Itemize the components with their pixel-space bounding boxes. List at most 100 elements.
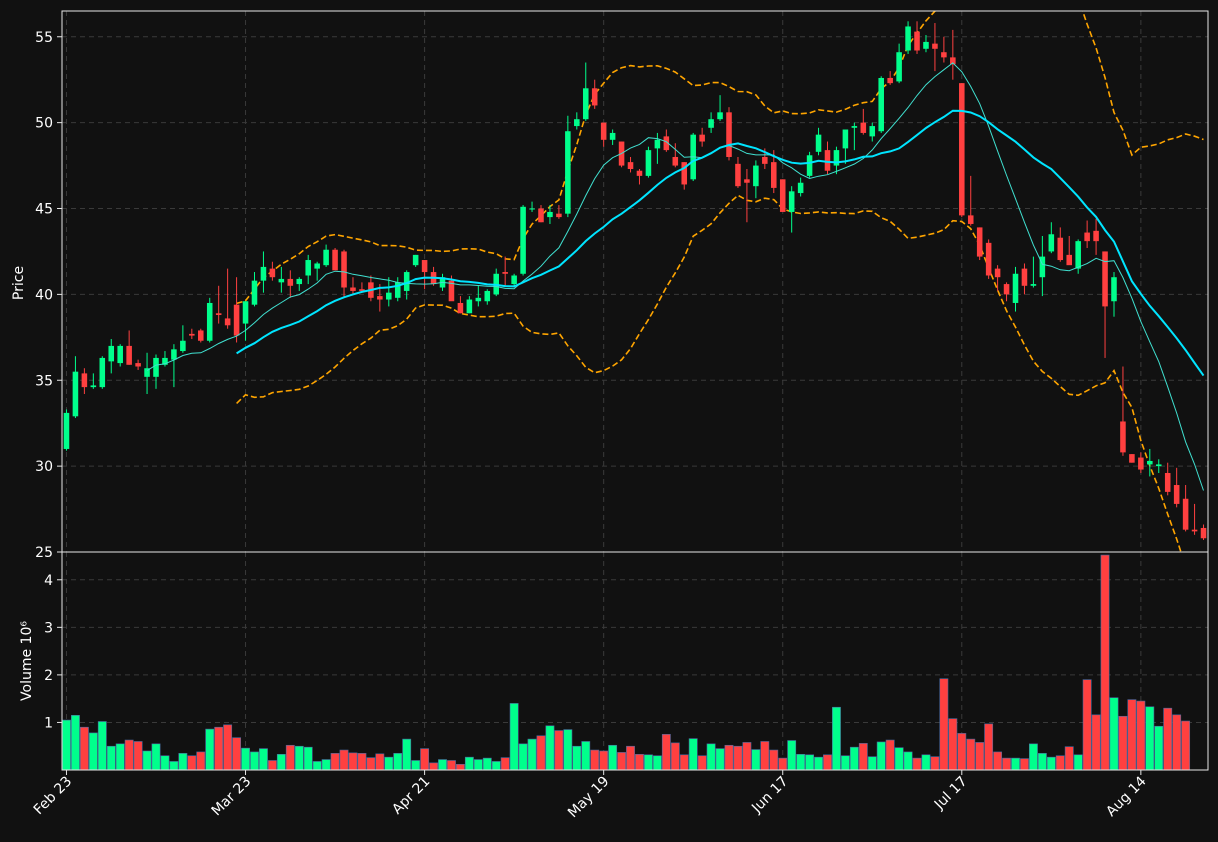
volume-bar [572,745,582,771]
volume-bar [617,752,626,771]
volume-bar [294,745,304,771]
volume-bar [1055,755,1065,771]
volume-bar [1020,758,1029,771]
volume-bar [894,747,904,771]
candlesticks [63,21,1207,540]
volume-bar [661,734,671,771]
volume-bar [975,742,985,771]
volume-bar [724,744,734,771]
candle-body [1129,454,1135,463]
candle-body [1164,472,1171,492]
volume-bar [223,724,233,771]
price-y-tick-label: 40 [35,287,53,303]
volume-bar [285,744,295,771]
volume-bar [411,760,421,771]
price-panel: 25 30 35 40 45 50 55 Price [11,10,1209,561]
volume-bar [679,754,689,771]
candle-body [735,163,741,187]
volume-grid [62,552,1208,770]
candle-body [1147,460,1153,465]
candle-body [574,119,580,127]
candle-body [806,155,813,176]
volume-bar [214,726,224,771]
volume-bar [1011,757,1020,771]
volume-y-tick-label: 3 [44,620,53,636]
candle-body [520,206,526,274]
volume-bar [527,738,537,771]
volume-bar [402,738,412,771]
volume-bar [429,762,438,771]
candle-body [994,268,1001,278]
candle-body [645,150,652,176]
volume-bar [778,757,788,771]
candle-body [556,213,562,218]
candle-body [1075,241,1081,269]
volume-bar [205,728,215,771]
price-y-tick-label: 25 [35,545,53,561]
candle-body [81,373,88,388]
volume-bar [366,757,376,771]
volume-bar [518,743,528,771]
volume-bar [357,753,367,771]
candle-body [421,260,428,273]
candle-body [484,290,491,302]
volume-bar [912,757,922,771]
price-y-tick-label: 30 [35,459,53,475]
candle-body [171,349,177,360]
candle-body [412,254,419,266]
candle-body [824,150,831,171]
price-y-tick-label: 35 [35,373,53,389]
candle-body [1030,284,1037,286]
volume-bar [563,729,573,771]
volume-bar [79,726,89,771]
candle-body [1048,234,1055,252]
candle-body [887,77,893,84]
volume-bar [482,757,492,771]
candle-body [233,304,240,336]
volume-bar [97,721,107,771]
volume-bar [455,763,465,771]
volume-bar [178,753,188,771]
candle-body [1066,254,1073,266]
candle-body [242,301,249,324]
candle-body [726,112,732,157]
volume-y-tick-label: 4 [44,573,53,589]
candle-body [511,275,517,285]
volume-bar [823,754,832,771]
candle-body [1039,256,1046,278]
ma-fast-line [146,62,1204,491]
volume-bar [984,723,994,771]
candle-body [323,249,329,266]
candle-body [600,122,607,140]
volume-bar [957,733,967,771]
volume-bar [491,761,501,771]
volume-bar [1172,714,1182,771]
volume-bar [384,756,394,771]
volume-bar [805,754,815,771]
volume-bar [849,746,859,771]
candle-body [672,156,679,166]
candle-body [851,126,858,128]
candle-body [278,278,285,283]
volume-bar [509,703,519,771]
volume-bar [644,754,653,771]
candle-body [591,88,598,106]
candle-body [341,251,347,288]
volume-bar [303,746,313,771]
volume-bar [115,743,125,771]
candle-body [565,131,571,214]
volume-bar [1002,757,1011,771]
volume-bar [885,739,895,771]
volume-bar [697,755,707,771]
volume-bar [652,755,662,771]
candle-body [609,132,616,140]
volume-bar [930,756,940,771]
volume-y-ticks: 1 2 3 4 [44,573,62,731]
candle-body [126,345,132,365]
volume-bar [500,757,510,771]
volume-bar [1136,700,1146,771]
volume-bar [321,759,331,771]
candle-body [251,280,258,305]
volume-bar [554,730,564,771]
volume-bar [1145,706,1155,771]
